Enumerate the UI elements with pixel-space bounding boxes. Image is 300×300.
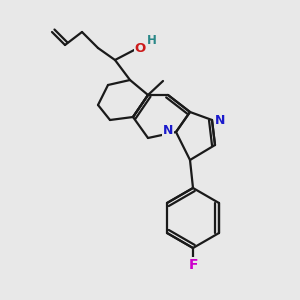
Text: O: O (134, 41, 146, 55)
Text: N: N (215, 113, 225, 127)
Text: H: H (147, 34, 157, 47)
Text: N: N (163, 124, 173, 136)
Text: F: F (188, 258, 198, 272)
